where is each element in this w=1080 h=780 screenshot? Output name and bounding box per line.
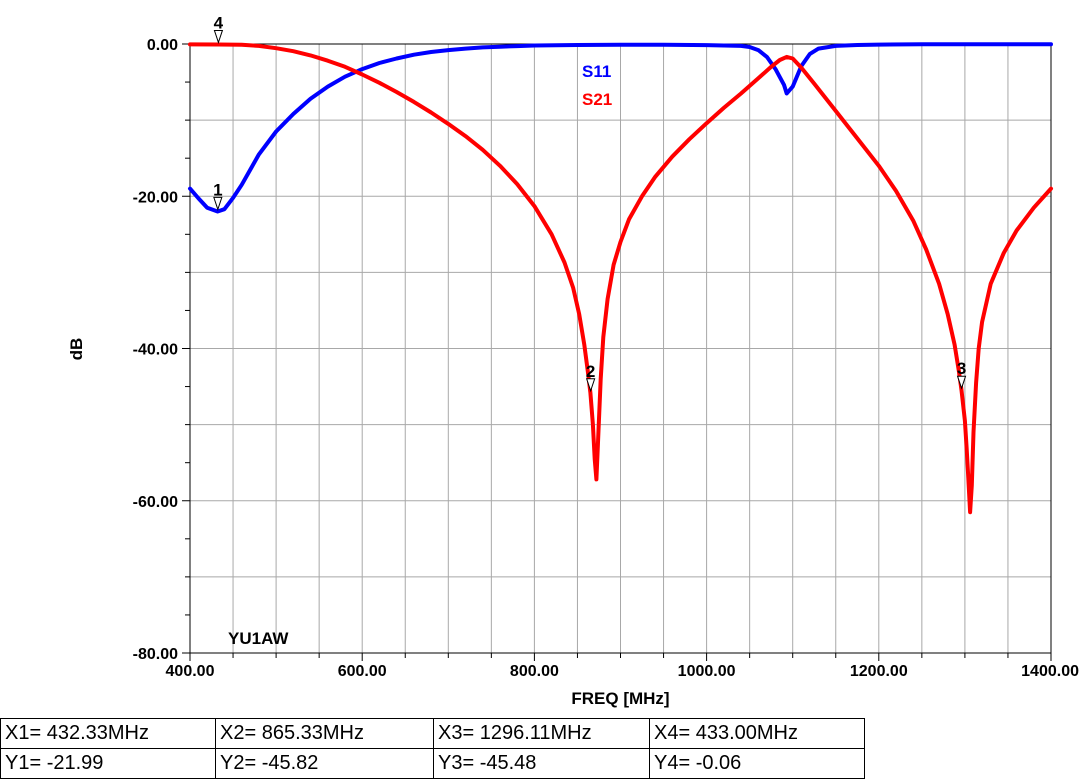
marker-4-y: Y4= -0.06 xyxy=(649,748,865,779)
y-tick-label: 0.00 xyxy=(147,37,178,54)
y-tick-label: -80.00 xyxy=(133,646,178,663)
grid xyxy=(190,44,1051,653)
legend-s11: S11 xyxy=(582,62,611,81)
series-layer xyxy=(188,42,1053,515)
marker-2-x: X2= 865.33MHz xyxy=(215,718,434,749)
legend-s21: S21 xyxy=(582,90,612,109)
x-tick-label: 400.00 xyxy=(166,663,215,680)
x-axis-label: FREQ [MHz] xyxy=(571,689,669,708)
y-tick-label: -40.00 xyxy=(133,342,178,359)
marker-y-row: Y1= -21.99 Y2= -45.82 Y3= -45.48 Y4= -0.… xyxy=(0,748,865,779)
x-tick-label: 1400.00 xyxy=(1021,663,1079,680)
x-tick-label: 1200.00 xyxy=(850,663,908,680)
marker-2-label: 2 xyxy=(586,362,595,381)
marker-2-triangle xyxy=(585,378,596,393)
x-tick-label: 600.00 xyxy=(338,663,387,680)
series-line-s11 xyxy=(188,42,1053,214)
marker-1-label: 1 xyxy=(213,180,222,199)
marker-2-y: Y2= -45.82 xyxy=(215,748,434,779)
marker-3-label: 3 xyxy=(957,359,966,378)
marker-4-x: X4= 433.00MHz xyxy=(649,718,865,749)
marker-1-triangle xyxy=(213,196,223,211)
axis-ticks xyxy=(182,43,1052,661)
tick-labels: 400.00 600.00 800.00 1000.00 1200.00 1400.00 0… xyxy=(133,37,1079,680)
marker-1-y: Y1= -21.99 xyxy=(0,748,216,779)
marker-4-label: 4 xyxy=(214,13,224,32)
marker-4-triangle xyxy=(213,29,224,45)
chart-svg: 1 2 3 4 400.00 600.00 800.00 1000.00 1200.00 140… xyxy=(67,13,1079,708)
y-tick-label: -20.00 xyxy=(133,189,178,206)
marker-3-triangle xyxy=(956,375,967,390)
y-tick-label: -60.00 xyxy=(133,494,178,511)
x-tick-label: 800.00 xyxy=(510,663,559,680)
markers-layer: 1 2 3 4 xyxy=(213,13,967,393)
marker-readout-table: X1= 432.33MHz X2= 865.33MHz X3= 1296.11M… xyxy=(0,718,865,779)
marker-3-x: X3= 1296.11MHz xyxy=(433,718,650,749)
marker-3-y: Y3= -45.48 xyxy=(433,748,650,779)
x-tick-label: 1000.00 xyxy=(678,663,736,680)
series-line-s21 xyxy=(188,42,1053,515)
marker-1-x: X1= 432.33MHz xyxy=(0,718,216,749)
annotation-yu1aw: YU1AW xyxy=(228,629,289,648)
y-axis-label: dB xyxy=(67,338,86,361)
marker-x-row: X1= 432.33MHz X2= 865.33MHz X3= 1296.11M… xyxy=(0,718,865,749)
